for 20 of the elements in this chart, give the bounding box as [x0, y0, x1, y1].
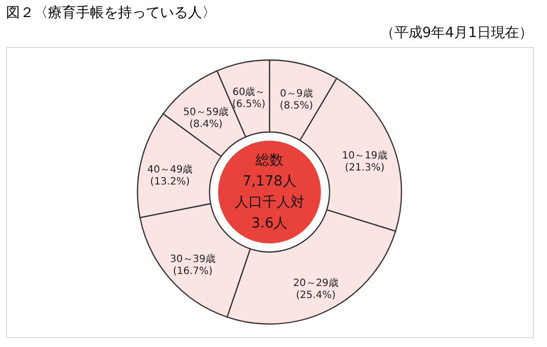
- data-label: (21.3%): [344, 162, 385, 174]
- data-label: (6.5%): [232, 99, 266, 110]
- slice-label: 30～39歳: [170, 253, 216, 266]
- data-label: (8.4%): [189, 119, 223, 130]
- slice-label: 60歳～: [232, 86, 266, 98]
- slice-label: 20～29歳: [293, 276, 339, 289]
- text: 人口千人対: [234, 194, 304, 210]
- data-label: (8.5%): [280, 100, 314, 112]
- data-label: (16.7%): [172, 266, 213, 278]
- data-label: (25.4%): [296, 290, 336, 301]
- slice-label: 0～9歳: [280, 88, 313, 100]
- text: 7,178人: [242, 174, 297, 190]
- chart-title: 図２〈療育手帳を持っている人〉: [6, 4, 216, 21]
- data-label: (13.2%): [150, 176, 190, 188]
- text: 総数: [254, 152, 284, 168]
- slice-label: 10～19歳: [342, 149, 388, 162]
- slice-label: 50～59歳: [183, 106, 229, 118]
- slice-label: 40～49歳: [147, 164, 193, 176]
- text: 3.6人: [251, 216, 288, 232]
- text: （平成9年4月1日現在）: [380, 25, 533, 41]
